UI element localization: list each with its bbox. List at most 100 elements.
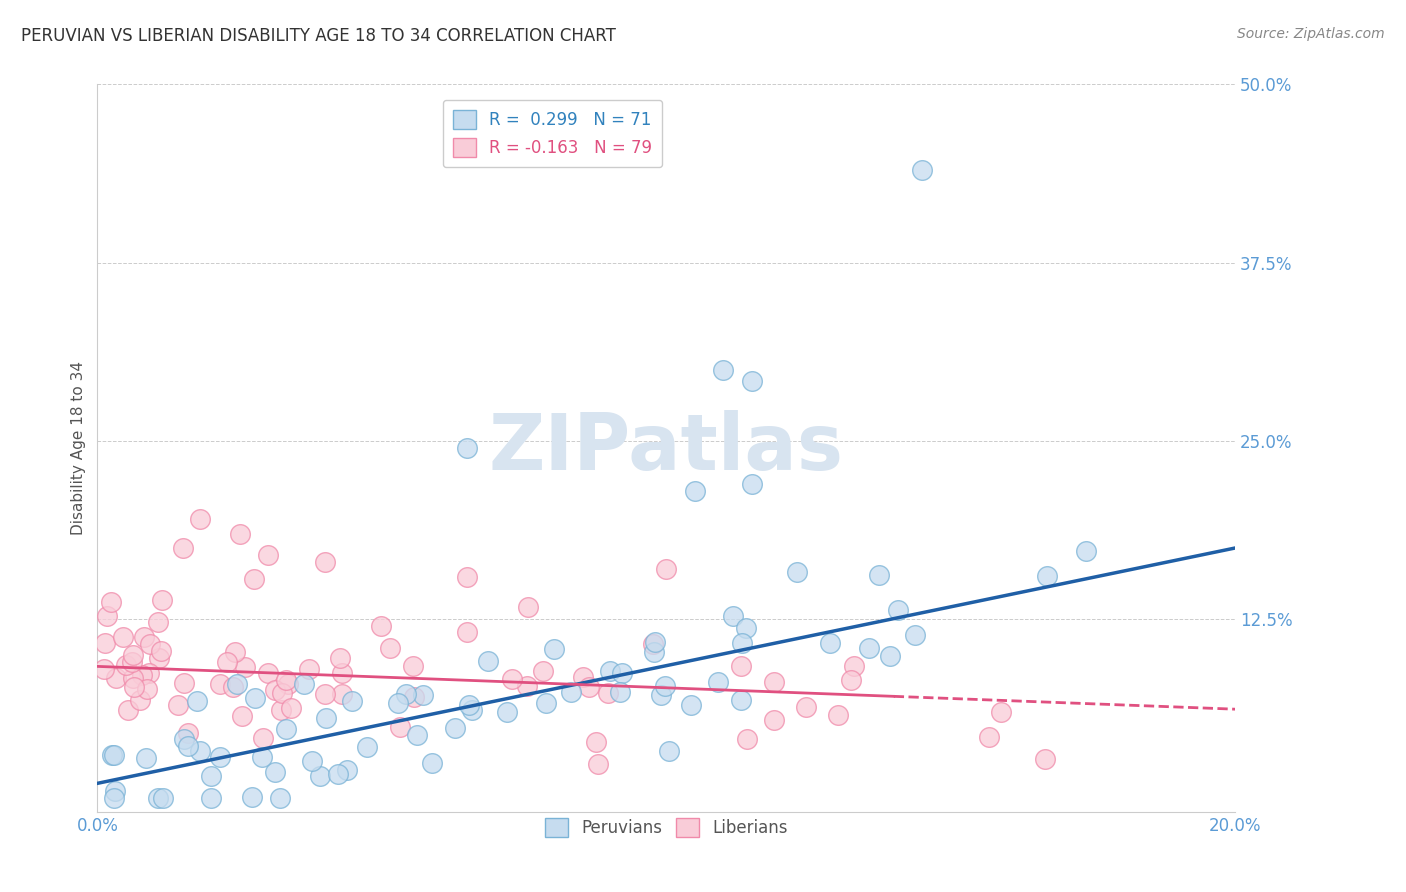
Point — [117, 703, 139, 717]
Point — [402, 690, 425, 704]
Point — [188, 512, 211, 526]
Point — [336, 763, 359, 777]
Point — [578, 680, 600, 694]
Point — [186, 694, 208, 708]
Text: ZIPatlas: ZIPatlas — [489, 410, 844, 486]
Point — [208, 750, 231, 764]
Point — [827, 708, 849, 723]
Point — [655, 562, 678, 576]
Point — [228, 526, 250, 541]
Point — [129, 692, 152, 706]
Point — [167, 698, 190, 712]
Point — [115, 657, 138, 672]
Point — [356, 739, 378, 754]
Point — [243, 690, 266, 705]
Point — [314, 555, 336, 569]
Point — [461, 702, 484, 716]
Point — [560, 685, 582, 699]
Point — [256, 665, 278, 680]
Y-axis label: Disability Age 18 to 34: Disability Age 18 to 34 — [72, 361, 86, 535]
Point — [277, 677, 299, 691]
Point — [222, 680, 245, 694]
Point — [401, 658, 423, 673]
Point — [148, 790, 170, 805]
Point — [599, 664, 621, 678]
Point — [412, 688, 434, 702]
Point — [177, 739, 200, 753]
Point — [641, 637, 664, 651]
Point — [146, 615, 169, 630]
Point — [134, 630, 156, 644]
Point — [477, 654, 499, 668]
Point — [257, 548, 280, 562]
Point — [683, 483, 706, 498]
Point — [252, 731, 274, 746]
Point — [405, 728, 427, 742]
Point — [534, 696, 557, 710]
Point — [456, 625, 478, 640]
Point — [138, 637, 160, 651]
Point — [112, 630, 135, 644]
Point — [122, 680, 145, 694]
Point — [370, 619, 392, 633]
Point — [173, 676, 195, 690]
Point — [200, 790, 222, 805]
Point — [395, 687, 418, 701]
Point — [763, 675, 786, 690]
Point — [200, 769, 222, 783]
Point — [233, 660, 256, 674]
Point — [270, 703, 292, 717]
Point — [101, 748, 124, 763]
Point — [443, 722, 465, 736]
Point — [735, 731, 758, 746]
Point — [842, 659, 865, 673]
Point — [711, 362, 734, 376]
Point — [585, 735, 607, 749]
Point — [103, 790, 125, 805]
Point — [329, 651, 352, 665]
Point — [122, 671, 145, 685]
Point — [340, 694, 363, 708]
Point — [330, 686, 353, 700]
Point — [177, 725, 200, 739]
Point — [224, 645, 246, 659]
Text: PERUVIAN VS LIBERIAN DISABILITY AGE 18 TO 34 CORRELATION CHART: PERUVIAN VS LIBERIAN DISABILITY AGE 18 T… — [21, 27, 616, 45]
Point — [654, 679, 676, 693]
Point — [274, 673, 297, 687]
Point — [271, 686, 294, 700]
Point — [586, 756, 609, 771]
Point — [990, 705, 1012, 719]
Point — [741, 374, 763, 388]
Point — [496, 705, 519, 719]
Point — [422, 756, 444, 770]
Point — [105, 671, 128, 685]
Point — [136, 681, 159, 696]
Point — [858, 640, 880, 655]
Point — [457, 698, 479, 712]
Point — [794, 699, 817, 714]
Point — [217, 655, 239, 669]
Point — [231, 709, 253, 723]
Point — [226, 677, 249, 691]
Point — [173, 731, 195, 746]
Point — [1074, 544, 1097, 558]
Point — [531, 664, 554, 678]
Point — [911, 163, 934, 178]
Point — [152, 790, 174, 805]
Point — [389, 720, 412, 734]
Point — [868, 568, 890, 582]
Point — [301, 755, 323, 769]
Point — [658, 744, 681, 758]
Text: Source: ZipAtlas.com: Source: ZipAtlas.com — [1237, 27, 1385, 41]
Point — [94, 636, 117, 650]
Point — [839, 673, 862, 687]
Point — [96, 608, 118, 623]
Point — [149, 644, 172, 658]
Point — [330, 665, 353, 680]
Point — [274, 722, 297, 736]
Point — [610, 666, 633, 681]
Point — [315, 710, 337, 724]
Point — [1033, 752, 1056, 766]
Point — [292, 677, 315, 691]
Point — [643, 645, 665, 659]
